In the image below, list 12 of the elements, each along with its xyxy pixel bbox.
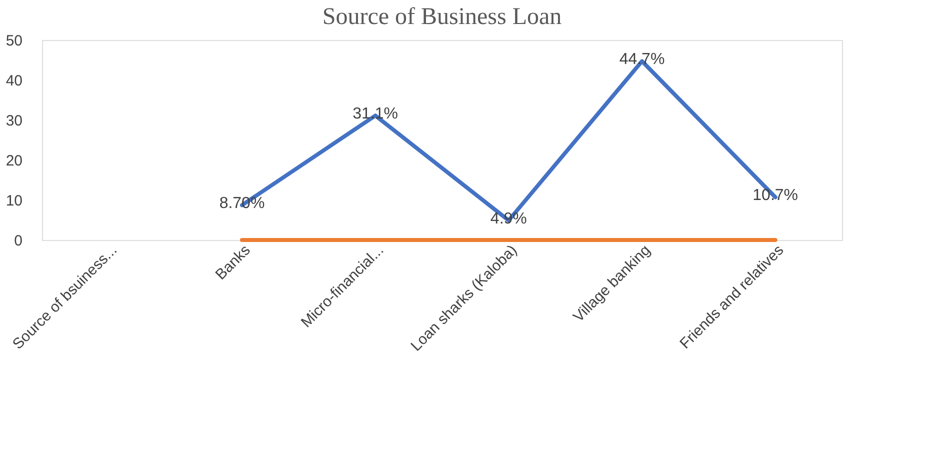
y-tick-label: 30 [6, 112, 22, 130]
data-label: 10.7% [752, 187, 798, 204]
y-tick-label: 20 [6, 152, 22, 170]
data-label: 8.70% [219, 195, 265, 212]
y-tick-label: 0 [14, 232, 22, 250]
y-tick-label: 40 [6, 72, 22, 90]
y-tick-label: 10 [6, 192, 22, 210]
chart-title: Source of Business Loan [322, 4, 562, 30]
data-label: 44.7% [619, 51, 665, 68]
data-label: 31.1% [352, 106, 398, 123]
y-tick-label: 50 [6, 32, 22, 50]
data-label: 4.9% [490, 210, 527, 228]
